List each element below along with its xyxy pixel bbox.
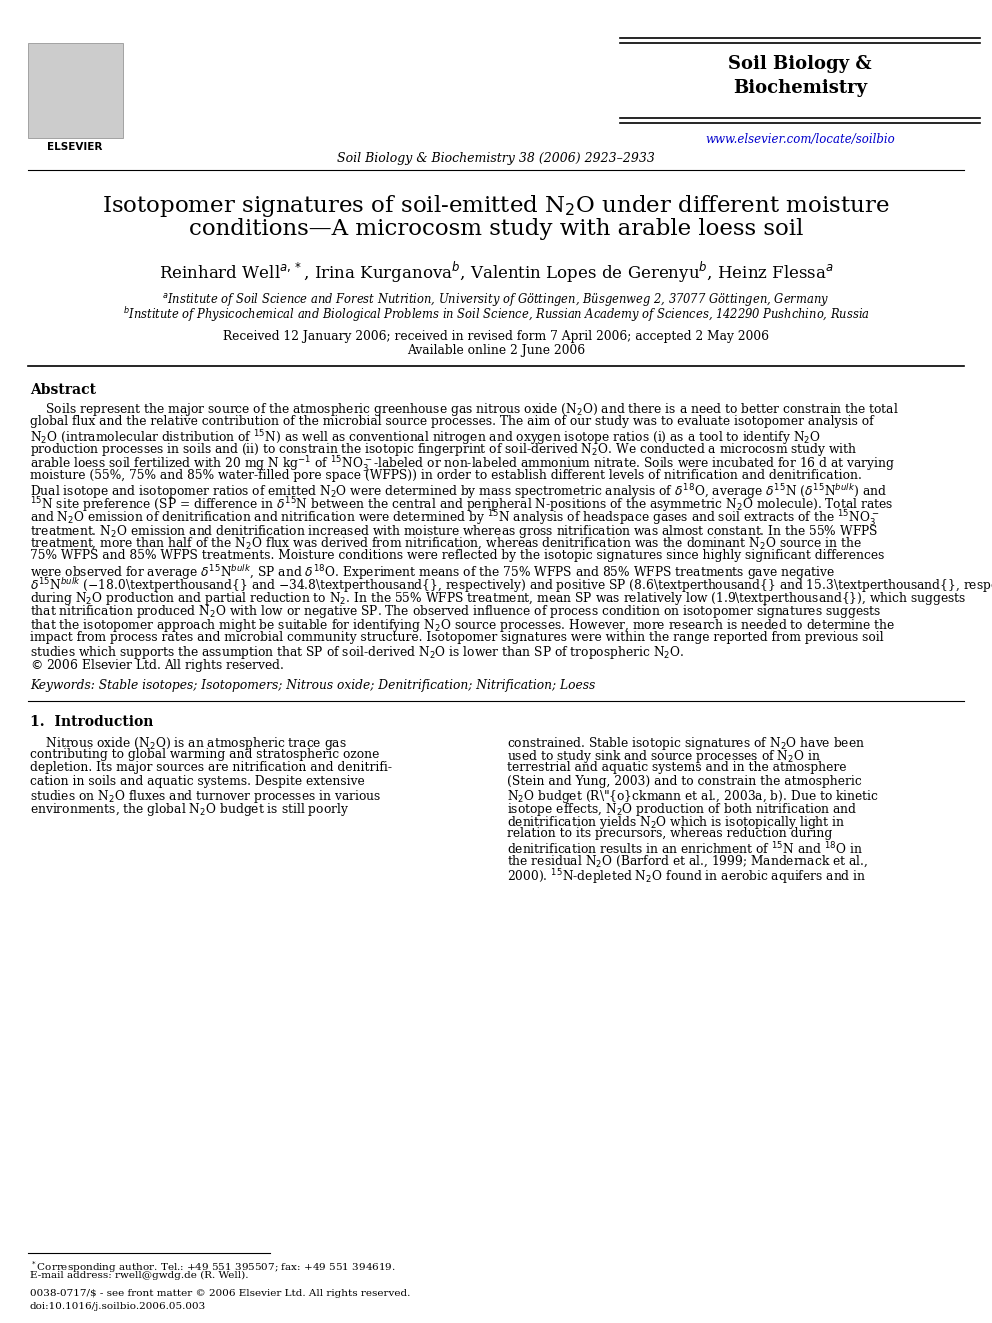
Text: arable loess soil fertilized with 20 mg N kg$^{-1}$ of $^{15}$NO$_3^-$-labeled o: arable loess soil fertilized with 20 mg … bbox=[30, 455, 895, 475]
Text: conditions—A microcosm study with arable loess soil: conditions—A microcosm study with arable… bbox=[188, 218, 804, 239]
Text: treatment. N$_2$O emission and denitrification increased with moisture whereas g: treatment. N$_2$O emission and denitrifi… bbox=[30, 523, 878, 540]
Text: Keywords: Stable isotopes; Isotopomers; Nitrous oxide; Denitrification; Nitrific: Keywords: Stable isotopes; Isotopomers; … bbox=[30, 679, 595, 692]
Text: $\copyright$ 2006 Elsevier Ltd. All rights reserved.: $\copyright$ 2006 Elsevier Ltd. All righ… bbox=[30, 658, 285, 675]
Text: that the isotopomer approach might be suitable for identifying N$_2$O source pro: that the isotopomer approach might be su… bbox=[30, 617, 895, 634]
Text: moisture (55%, 75% and 85% water-filled pore space (WFPS)) in order to establish: moisture (55%, 75% and 85% water-filled … bbox=[30, 468, 862, 482]
Text: used to study sink and source processes of N$_2$O in: used to study sink and source processes … bbox=[507, 749, 821, 765]
Text: Nitrous oxide (N$_2$O) is an atmospheric trace gas: Nitrous oxide (N$_2$O) is an atmospheric… bbox=[30, 736, 347, 751]
Text: 1.  Introduction: 1. Introduction bbox=[30, 714, 154, 729]
Text: (Stein and Yung, 2003) and to constrain the atmospheric: (Stein and Yung, 2003) and to constrain … bbox=[507, 774, 862, 787]
Text: global flux and the relative contribution of the microbial source processes. The: global flux and the relative contributio… bbox=[30, 414, 874, 427]
Text: doi:10.1016/j.soilbio.2006.05.003: doi:10.1016/j.soilbio.2006.05.003 bbox=[30, 1302, 206, 1311]
Text: denitrification yields N$_2$O which is isotopically light in: denitrification yields N$_2$O which is i… bbox=[507, 814, 845, 831]
Text: Dual isotope and isotopomer ratios of emitted N$_2$O were determined by mass spe: Dual isotope and isotopomer ratios of em… bbox=[30, 482, 887, 501]
Text: during N$_2$O production and partial reduction to N$_2$. In the 55% WFPS treatme: during N$_2$O production and partial red… bbox=[30, 590, 966, 607]
Text: depletion. Its major sources are nitrification and denitrifi-: depletion. Its major sources are nitrifi… bbox=[30, 762, 392, 774]
Text: Available online 2 June 2006: Available online 2 June 2006 bbox=[407, 344, 585, 357]
Text: $^b$Institute of Physicochemical and Biological Problems in Soil Science, Russia: $^b$Institute of Physicochemical and Bio… bbox=[123, 306, 869, 324]
Text: studies on N$_2$O fluxes and turnover processes in various: studies on N$_2$O fluxes and turnover pr… bbox=[30, 787, 381, 804]
Text: and N$_2$O emission of denitrification and nitrification were determined by $^{1: and N$_2$O emission of denitrification a… bbox=[30, 509, 880, 529]
Text: cation in soils and aquatic systems. Despite extensive: cation in soils and aquatic systems. Des… bbox=[30, 774, 365, 787]
Text: 0038-0717/$ - see front matter © 2006 Elsevier Ltd. All rights reserved.: 0038-0717/$ - see front matter © 2006 El… bbox=[30, 1289, 411, 1298]
Text: E-mail address: rwell@gwdg.de (R. Well).: E-mail address: rwell@gwdg.de (R. Well). bbox=[30, 1271, 249, 1281]
Text: N$_2$O budget (R\"{o}ckmann et al., 2003a, b). Due to kinetic: N$_2$O budget (R\"{o}ckmann et al., 2003… bbox=[507, 787, 879, 804]
Text: impact from process rates and microbial community structure. Isotopomer signatur: impact from process rates and microbial … bbox=[30, 631, 884, 643]
Text: $^*$Corresponding author. Tel.: +49 551 395507; fax: +49 551 394619.: $^*$Corresponding author. Tel.: +49 551 … bbox=[30, 1259, 396, 1275]
Text: contributing to global warming and stratospheric ozone: contributing to global warming and strat… bbox=[30, 749, 379, 761]
Bar bbox=[28, 44, 123, 138]
Text: Reinhard Well$^{a,*}$, Irina Kurganova$^b$, Valentin Lopes de Gerenyu$^b$, Heinz: Reinhard Well$^{a,*}$, Irina Kurganova$^… bbox=[159, 261, 833, 286]
Text: production processes in soils and (ii) to constrain the isotopic fingerprint of : production processes in soils and (ii) t… bbox=[30, 442, 857, 459]
Text: $^{15}$N site preference (SP = difference in $\delta^{15}$N between the central : $^{15}$N site preference (SP = differenc… bbox=[30, 496, 894, 515]
Text: 75% WFPS and 85% WFPS treatments. Moisture conditions were reflected by the isot: 75% WFPS and 85% WFPS treatments. Moistu… bbox=[30, 549, 885, 562]
Text: www.elsevier.com/locate/soilbio: www.elsevier.com/locate/soilbio bbox=[705, 134, 895, 146]
Text: constrained. Stable isotopic signatures of N$_2$O have been: constrained. Stable isotopic signatures … bbox=[507, 736, 865, 751]
Text: relation to its precursors, whereas reduction during: relation to its precursors, whereas redu… bbox=[507, 827, 832, 840]
Text: studies which supports the assumption that SP of soil-derived N$_2$O is lower th: studies which supports the assumption th… bbox=[30, 644, 684, 662]
Text: Isotopomer signatures of soil-emitted N$_2$O under different moisture: Isotopomer signatures of soil-emitted N$… bbox=[102, 193, 890, 220]
Text: Abstract: Abstract bbox=[30, 382, 96, 397]
Text: ELSEVIER: ELSEVIER bbox=[48, 142, 103, 152]
Text: that nitrification produced N$_2$O with low or negative SP. The observed influen: that nitrification produced N$_2$O with … bbox=[30, 603, 881, 620]
Text: Soils represent the major source of the atmospheric greenhouse gas nitrous oxide: Soils represent the major source of the … bbox=[30, 401, 899, 418]
Text: $^a$Institute of Soil Science and Forest Nutrition, University of Göttingen, Büs: $^a$Institute of Soil Science and Forest… bbox=[163, 291, 829, 308]
Text: $\delta^{15}$N$^{bulk}$ ($-$18.0\textperthousand{} and $-$34.8\textperthousand{}: $\delta^{15}$N$^{bulk}$ ($-$18.0\textper… bbox=[30, 577, 992, 595]
Text: denitrification results in an enrichment of $^{15}$N and $^{18}$O in: denitrification results in an enrichment… bbox=[507, 840, 863, 857]
Text: isotope effects, N$_2$O production of both nitrification and: isotope effects, N$_2$O production of bo… bbox=[507, 800, 857, 818]
Text: environments, the global N$_2$O budget is still poorly: environments, the global N$_2$O budget i… bbox=[30, 800, 349, 818]
Text: the residual N$_2$O (Barford et al., 1999; Mandernack et al.,: the residual N$_2$O (Barford et al., 199… bbox=[507, 853, 868, 869]
Text: Soil Biology &
Biochemistry: Soil Biology & Biochemistry bbox=[728, 56, 872, 97]
Text: were observed for average $\delta^{15}$N$^{bulk}$, SP and $\delta^{18}$O. Experi: were observed for average $\delta^{15}$N… bbox=[30, 564, 835, 582]
Text: 2000). $^{15}$N-depleted N$_2$O found in aerobic aquifers and in: 2000). $^{15}$N-depleted N$_2$O found in… bbox=[507, 867, 866, 886]
Text: treatment, more than half of the N$_2$O flux was derived from nitrification, whe: treatment, more than half of the N$_2$O … bbox=[30, 536, 862, 552]
Text: Received 12 January 2006; received in revised form 7 April 2006; accepted 2 May : Received 12 January 2006; received in re… bbox=[223, 329, 769, 343]
Text: Soil Biology & Biochemistry 38 (2006) 2923–2933: Soil Biology & Biochemistry 38 (2006) 29… bbox=[337, 152, 655, 165]
Text: N$_2$O (intramolecular distribution of $^{15}$N) as well as conventional nitroge: N$_2$O (intramolecular distribution of $… bbox=[30, 429, 821, 447]
Text: terrestrial and aquatic systems and in the atmosphere: terrestrial and aquatic systems and in t… bbox=[507, 762, 846, 774]
